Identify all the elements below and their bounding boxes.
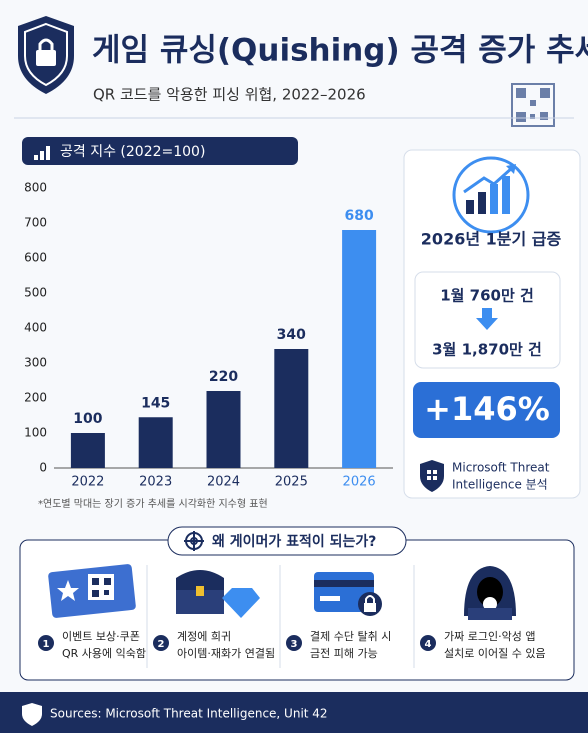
title: 게임 큐싱(Quishing) 공격 증가 추세 bbox=[92, 33, 588, 69]
item-text: 이벤트 보상·쿠폰 bbox=[62, 630, 140, 643]
number-badge bbox=[38, 635, 54, 651]
footer-bar bbox=[0, 692, 588, 733]
item-text: 아이템·재화가 연결됨 bbox=[177, 647, 275, 660]
footer-text: Sources: Microsoft Threat Intelligence, … bbox=[50, 707, 328, 721]
header-shield bbox=[18, 16, 74, 94]
chart-title-pill bbox=[22, 137, 298, 165]
item-number: 2 bbox=[158, 639, 165, 650]
y-tick-label: 300 bbox=[24, 356, 47, 370]
item-number: 1 bbox=[43, 639, 50, 650]
bar bbox=[206, 391, 241, 468]
number-badge bbox=[153, 635, 169, 651]
bar bbox=[342, 230, 377, 468]
ms-shield bbox=[420, 460, 444, 492]
change-badge bbox=[413, 382, 560, 438]
footer-shield bbox=[22, 703, 42, 726]
item-text: 계정에 희귀 bbox=[177, 630, 231, 643]
reasons-pill bbox=[167, 526, 407, 556]
value-label: 220 bbox=[209, 369, 238, 385]
x-tick-label: 2022 bbox=[71, 475, 104, 490]
y-tick-label: 200 bbox=[24, 391, 47, 405]
x-tick-label: 2026 bbox=[343, 475, 376, 490]
value-label: 100 bbox=[73, 411, 102, 427]
y-tick-label: 100 bbox=[24, 426, 47, 440]
bar bbox=[138, 417, 173, 468]
reasons-title: 왜 게이머가 표적이 되는가? bbox=[212, 533, 376, 550]
x-tick-label: 2023 bbox=[139, 475, 172, 490]
from-value: 1월 760만 건 bbox=[440, 287, 534, 305]
highlight-title: 2026년 1분기 급증 bbox=[421, 230, 562, 249]
trend-icon bbox=[452, 156, 530, 234]
y-tick-label: 400 bbox=[24, 321, 47, 335]
chest-icon bbox=[176, 570, 260, 618]
chart-title-icon bbox=[34, 146, 50, 160]
to-value: 3월 1,870만 건 bbox=[432, 341, 542, 359]
x-tick-label: 2024 bbox=[207, 475, 240, 490]
item-text: 금전 피해 가능 bbox=[310, 646, 378, 660]
bar bbox=[70, 433, 105, 468]
change-percent: +146% bbox=[424, 390, 550, 428]
item-number: 3 bbox=[291, 639, 298, 650]
x-tick-label: 2025 bbox=[275, 475, 308, 490]
bar bbox=[274, 349, 309, 468]
item-text: 가짜 로그인·악성 앱 bbox=[444, 630, 535, 643]
source-line: Intelligence 분석 bbox=[452, 478, 548, 492]
target-icon bbox=[184, 531, 204, 551]
item-number: 4 bbox=[425, 639, 432, 650]
number-badge bbox=[420, 635, 436, 651]
y-tick-label: 500 bbox=[24, 286, 47, 300]
y-tick-label: 700 bbox=[24, 216, 47, 230]
card-icon bbox=[314, 572, 382, 616]
y-tick-label: 0 bbox=[39, 461, 47, 475]
item-text: QR 사용에 익숙함 bbox=[62, 647, 146, 660]
value-label: 145 bbox=[141, 395, 170, 411]
number-badge bbox=[286, 635, 302, 651]
ticket-icon bbox=[48, 564, 136, 618]
item-text: 결제 수단 탈취 시 bbox=[310, 630, 391, 643]
arrow-down bbox=[476, 308, 498, 330]
qr-icon bbox=[511, 83, 555, 127]
value-label: 340 bbox=[277, 327, 306, 343]
hacker-icon bbox=[464, 566, 516, 620]
value-label: 680 bbox=[344, 208, 373, 224]
item-text: 설치로 이어질 수 있음 bbox=[444, 647, 546, 660]
chart-title: 공격 지수 (2022=100) bbox=[60, 144, 205, 160]
bar-chart: 0 100 200 300 400 500 600 700 800 2022 100 2023 145 2… bbox=[24, 181, 393, 490]
source-line: Microsoft Threat bbox=[452, 461, 550, 475]
chart-note: *연도별 막대는 장기 증가 추세를 시각화한 지수형 표현 bbox=[38, 498, 268, 510]
y-tick-label: 800 bbox=[24, 181, 47, 195]
subtitle: QR 코드를 악용한 피싱 위협, 2022–2026 bbox=[93, 86, 366, 104]
y-tick-label: 600 bbox=[24, 251, 47, 265]
